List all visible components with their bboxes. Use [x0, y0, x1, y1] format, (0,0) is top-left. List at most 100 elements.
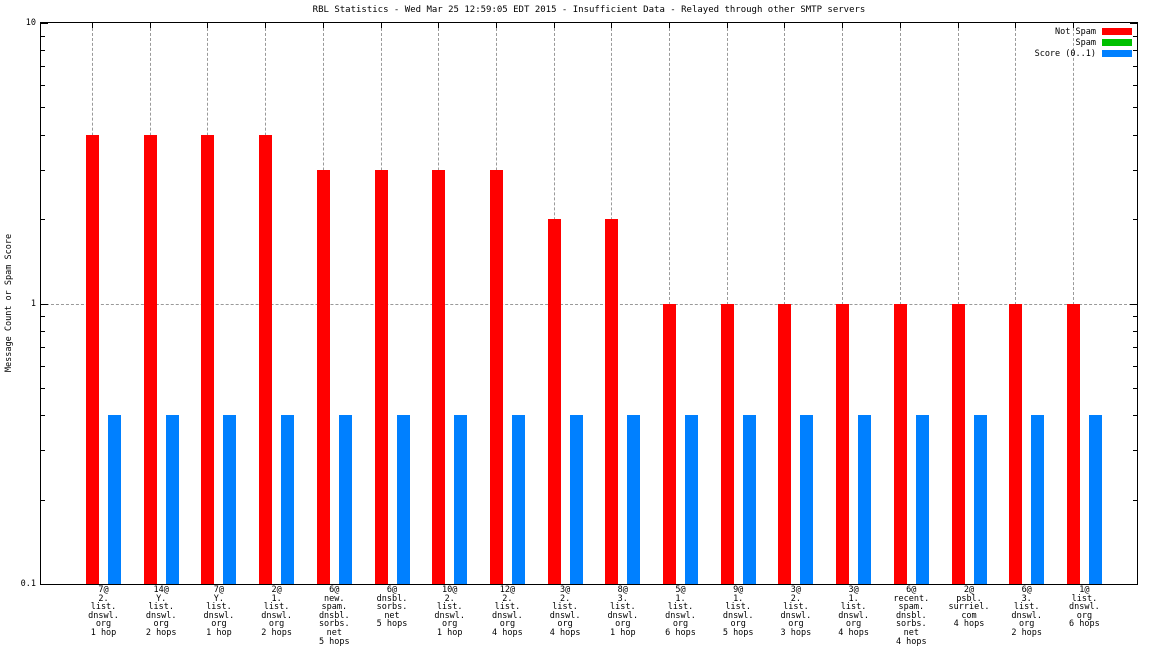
y-minor-tick [1133, 365, 1137, 367]
bar-not-spam [663, 303, 676, 584]
x-axis-label: 7@ 2. list. dnswl. org 1 hop [88, 585, 119, 638]
legend-swatch-spam [1102, 39, 1132, 46]
y-major-tick [41, 303, 48, 305]
bar-not-spam [316, 169, 330, 584]
legend-label-score-0-1: Score (0..1) [1034, 48, 1096, 59]
x-axis-label: 6@ recent. spam. dnsbl. sorbs. net 4 hop… [893, 585, 930, 647]
y-minor-tick [1133, 387, 1137, 389]
bar-not-spam [605, 219, 619, 584]
y-major-tick [1130, 584, 1137, 585]
y-minor-tick [41, 85, 45, 87]
y-minor-tick [1133, 415, 1137, 417]
bar-not-spam [432, 169, 446, 584]
y-minor-tick [41, 134, 45, 136]
y-minor-tick [41, 169, 45, 171]
x-axis-label: 6@ 3. list. dnswl. org 2 hops [1011, 585, 1043, 638]
x-axis-label: 9@ 1. list. dnswl. org 5 hops [722, 585, 754, 638]
x-axis-label: 14@ Y. list. dnswl. org 2 hops [145, 585, 177, 638]
x-axis-tick [1015, 23, 1017, 28]
y-minor-tick [41, 219, 45, 221]
x-axis-tick [207, 23, 209, 28]
y-minor-tick [41, 35, 45, 37]
legend-label-spam: Spam [1075, 37, 1096, 48]
legend-swatch-score-0-1 [1102, 50, 1132, 57]
bar-not-spam [893, 303, 907, 584]
y-tick-label: 10 [25, 18, 36, 28]
x-axis-tick [726, 23, 728, 28]
y-minor-tick [1133, 219, 1137, 221]
legend-item-not-spam: Not Spam [1035, 26, 1132, 37]
bar-not-spam [259, 134, 273, 584]
bar-score-0-1 [800, 415, 814, 584]
y-major-tick [41, 23, 48, 24]
x-axis-tick [92, 23, 93, 28]
x-axis-tick [265, 23, 267, 28]
y-minor-tick [1133, 107, 1137, 109]
bar-score-0-1 [1088, 415, 1102, 584]
y-minor-tick [41, 50, 45, 52]
x-axis-label: 5@ 1. list. dnswl. org 6 hops [665, 585, 696, 638]
bar-score-0-1 [281, 415, 295, 584]
y-minor-tick [41, 499, 45, 501]
x-axis-label: 12@ 2. list. dnswl. org 4 hops [492, 585, 523, 638]
bar-not-spam [1009, 303, 1023, 584]
y-minor-tick [1133, 35, 1137, 37]
bar-not-spam [86, 134, 99, 584]
x-axis-label: 10@ 2. list. dnswl. org 1 hop [434, 585, 466, 638]
x-axis-tick [1072, 23, 1074, 28]
y-minor-tick [1133, 499, 1137, 501]
x-axis-tick [149, 23, 151, 28]
y-major-tick [41, 584, 48, 585]
legend-item-score-0-1: Score (0..1) [1035, 48, 1132, 59]
y-minor-tick [41, 450, 45, 452]
y-minor-tick [41, 107, 45, 109]
legend-item-spam: Spam [1035, 37, 1132, 48]
y-minor-tick [1133, 330, 1137, 332]
x-axis-tick [495, 23, 497, 28]
y-minor-tick [41, 365, 45, 367]
chart-title: RBL Statistics - Wed Mar 25 12:59:05 EDT… [312, 5, 866, 15]
x-axis-label: 2@ 1. list. dnswl. org 2 hops [261, 585, 292, 638]
y-major-tick [1130, 303, 1137, 305]
bar-score-0-1 [454, 415, 468, 584]
bar-not-spam [547, 219, 561, 584]
x-axis-tick [553, 23, 555, 28]
y-minor-tick [1133, 134, 1137, 136]
x-axis-tick [322, 23, 324, 28]
bar-score-0-1 [223, 415, 237, 584]
bar-score-0-1 [108, 415, 121, 584]
bar-score-0-1 [511, 415, 525, 584]
y-minor-tick [41, 415, 45, 417]
y-minor-tick [41, 387, 45, 389]
bar-not-spam [836, 303, 850, 584]
y-minor-tick [1133, 450, 1137, 452]
bar-score-0-1 [1031, 415, 1045, 584]
x-axis-label: 3@ 1. list. dnswl. org 4 hops [838, 585, 869, 638]
y-minor-tick [41, 66, 45, 68]
bar-score-0-1 [915, 415, 929, 584]
bar-not-spam [1066, 303, 1080, 584]
bar-score-0-1 [858, 415, 872, 584]
y-minor-tick [41, 346, 45, 348]
bar-score-0-1 [165, 415, 179, 584]
legend-swatch-not-spam [1102, 28, 1132, 35]
y-minor-tick [1133, 85, 1137, 87]
x-axis-tick [957, 23, 959, 28]
bar-not-spam [951, 303, 965, 584]
x-axis-tick [438, 23, 440, 28]
plot-area: Not Spam Spam Score (0..1) [40, 22, 1138, 585]
y-minor-tick [1133, 169, 1137, 171]
legend: Not Spam Spam Score (0..1) [1035, 26, 1132, 59]
x-axis-label: 2@ psbl. surriel. com 4 hops [948, 585, 990, 630]
bar-not-spam [201, 134, 215, 584]
bar-score-0-1 [627, 415, 641, 584]
bar-score-0-1 [569, 415, 583, 584]
y-minor-tick [1133, 66, 1137, 68]
bar-score-0-1 [973, 415, 987, 584]
bar-score-0-1 [396, 415, 410, 584]
x-axis-tick [669, 23, 670, 28]
bar-score-0-1 [685, 415, 698, 584]
x-axis-label: 8@ 3. list. dnswl. org 1 hop [607, 585, 639, 638]
horizontal-gridline-1 [41, 303, 1137, 305]
